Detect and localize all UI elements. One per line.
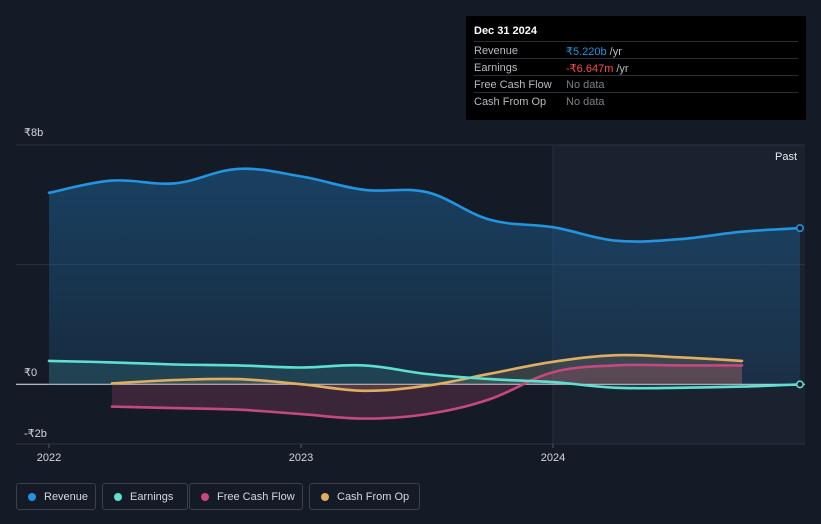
legend-label-revenue: Revenue [44,491,89,503]
x-tick-label: 2022 [37,452,61,464]
x-tick-label: 2023 [289,452,313,464]
point-earnings-latest [795,380,804,389]
tooltip-date: Dec 31 2024 [474,25,537,37]
y-tick-label: ₹8b [24,127,43,139]
legend-item-revenue[interactable]: Revenue [16,483,96,510]
tooltip-value-wrap-revenue: ₹5.220b/yr [566,45,622,58]
legend-dot-earnings [114,493,122,501]
legend-label-cash-from-op: Cash From Op [337,491,410,503]
past-label: Past [775,151,797,163]
tooltip-unit-revenue: /yr [609,46,622,58]
tooltip-unit-earnings: /yr [616,63,629,75]
legend-item-earnings[interactable]: Earnings [102,483,188,510]
legend-dot-free-cash-flow [201,493,209,501]
tooltip-row-cfo: Cash From Op No data [474,92,798,110]
tooltip-value-revenue: ₹5.220b [566,46,607,58]
legend-item-free-cash-flow[interactable]: Free Cash Flow [189,483,303,510]
y-tick-label: -₹2b [24,428,47,440]
y-tick-label: ₹0 [24,367,37,379]
legend-item-cash-from-op[interactable]: Cash From Op [309,483,420,510]
area-revenue [49,168,800,385]
legend-label-free-cash-flow: Free Cash Flow [217,491,295,503]
x-tick-label: 2024 [541,452,565,464]
legend-label-earnings: Earnings [130,491,174,503]
point-revenue-latest [795,224,804,233]
tooltip-value-wrap-earnings: -₹6.647m/yr [566,62,629,75]
series-line-earnings [47,359,802,390]
tooltip-row-fcf: Free Cash Flow No data [474,75,798,93]
tooltip-row-revenue: Revenue ₹5.220b/yr [474,41,798,59]
series-line-free-cash-flow [110,363,744,420]
tooltip-label-earnings: Earnings [474,62,518,74]
tooltip-value-cfo: No data [566,96,605,108]
legend-dot-revenue [28,493,36,501]
tooltip-row-earnings: Earnings -₹6.647m/yr [474,58,798,76]
tooltip-label-revenue: Revenue [474,45,519,57]
area-free-cash-flow [112,364,742,419]
tooltip-label-cfo: Cash From Op [474,96,547,108]
tooltip-label-fcf: Free Cash Flow [474,79,552,91]
tooltip-value-fcf: No data [566,79,605,91]
tooltip-value-earnings: -₹6.647m [566,63,614,75]
series-line-cash-from-op [110,353,744,393]
series-line-revenue [47,167,802,243]
legend-dot-cash-from-op [321,493,329,501]
data-tooltip: Dec 31 2024 Revenue ₹5.220b/yr Earnings … [466,16,806,120]
